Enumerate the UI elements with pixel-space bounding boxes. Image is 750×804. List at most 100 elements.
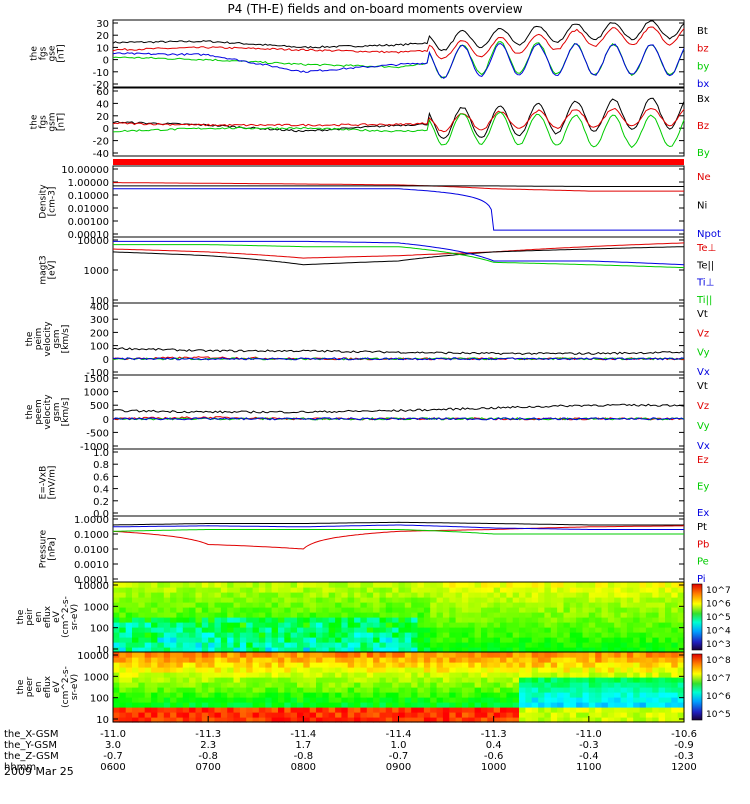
y-axis-label: fgs (39, 115, 49, 129)
y-axis-label: sr-eV) (70, 604, 80, 630)
y-tick-label: 0.1000 (74, 530, 109, 541)
legend-entry-vx: Vx (697, 367, 710, 378)
y-tick-label: -500 (86, 428, 109, 439)
legend-entry-ti: Ti|| (696, 295, 712, 306)
y-axis-label: the (16, 679, 26, 694)
y-tick-label: 0 (103, 124, 109, 135)
y-tick-label: -40 (93, 149, 109, 160)
footer-value: -0.6 (484, 751, 504, 762)
series-line-vt (112, 403, 685, 414)
y-tick-label: 10000 (77, 236, 109, 247)
footer-row-label: the_Z-GSM (4, 751, 59, 762)
legend-entry-vy: Vy (697, 421, 710, 432)
y-tick-label: 100 (90, 296, 109, 307)
legend-peem-velocity: Vt Vz Vy Vx (697, 381, 710, 452)
y-axis-label: velocity (43, 394, 53, 430)
y-tick-label: 200 (90, 328, 109, 339)
y-tick-label: 100 (90, 342, 109, 353)
footer-value: -0.4 (579, 751, 599, 762)
y-axis-label: [km/s] (61, 325, 71, 354)
footer-value: -0.3 (674, 751, 694, 762)
footer-value: 3.0 (105, 740, 121, 751)
y-axis-label: eV (52, 610, 62, 623)
y-tick-label: 0.4 (93, 485, 109, 496)
y-axis-label: eflux (43, 605, 53, 628)
series-line-npot (113, 188, 684, 231)
spectrogram-peer-eflux (113, 652, 685, 723)
legend-entry-ti: Ti⊥ (696, 278, 714, 289)
legend-entry-ey: Ey (697, 482, 709, 493)
footer-value: 1.0 (391, 740, 407, 751)
legend-entry-bz: Bz (697, 121, 709, 132)
panel-peim-velocity: 400 300 200 100 0 -100 the peim velocity gsm [km/s… (25, 302, 710, 379)
legend-entry-ne: Ne (697, 172, 711, 183)
legend-entry-pe: Pe (697, 557, 709, 568)
legend-entry-vz: Vz (697, 328, 709, 339)
y-tick-label: 30 (96, 19, 109, 30)
series-line-vt (112, 347, 685, 356)
series-line-pi (113, 524, 684, 530)
mode-bar (113, 159, 684, 165)
y-axis-label: [mV/m] (48, 466, 58, 500)
y-tick-label: 10000 (77, 581, 109, 592)
panel-efield: 1.00.80.6 0.40.20.0 E=-VxB [mV/m] Ez Ey Ex (39, 448, 710, 520)
y-axis-label: peer (25, 676, 35, 697)
series-line-ne (113, 182, 684, 192)
panel-frame (112, 302, 685, 376)
footer-value: -11.0 (100, 729, 126, 740)
y-tick-label: 300 (90, 315, 109, 326)
footer-value: -0.8 (198, 751, 218, 762)
y-tick-label: 0.6 (93, 472, 109, 483)
legend-temperature: Te⊥ Te|| Ti⊥ Ti|| (696, 243, 716, 306)
legend-entry-ni: Ni (697, 201, 707, 212)
y-axis-label: fgs (39, 46, 49, 60)
date-label: 2009 Mar 25 (4, 765, 74, 778)
legend-entry-te: Te⊥ (696, 243, 716, 254)
series-line-te (112, 242, 685, 259)
y-axis-label: [eV] (48, 261, 58, 280)
series-line-bz (112, 26, 685, 60)
footer-value: -11.0 (576, 729, 602, 740)
footer-value: -0.7 (103, 751, 123, 762)
legend-entry-vt: Vt (697, 381, 708, 392)
colorbar-label: 10^7 (706, 674, 731, 684)
colorbar-label: 10^6 (706, 692, 731, 702)
y-axis-label: gsm (52, 402, 62, 421)
legend-entry-bz: bz (697, 44, 709, 55)
footer-value: -11.4 (386, 729, 412, 740)
y-tick-label: -10 (93, 68, 109, 79)
y-tick-label: 1500 (84, 374, 109, 385)
footer-value: 2.3 (200, 740, 216, 751)
y-tick-label: 0.00010 (68, 230, 109, 241)
y-axis-label: (cm^2-s- (61, 596, 71, 638)
y-axis-label: [nT] (57, 113, 67, 131)
y-tick-label: 1.0 (93, 448, 109, 459)
footer-value: -0.7 (389, 751, 409, 762)
series-line-te (112, 246, 684, 266)
legend-entry-by: by (697, 61, 709, 72)
panel-peem-velocity: 1500 1000 500 0 -500 -1000 the peem velocity gsm[… (25, 374, 710, 453)
y-axis-label: [cm-3] (48, 187, 58, 217)
y-axis-label: eflux (43, 675, 53, 698)
legend-entry-npot: Npot (697, 229, 721, 240)
footer-value: 0.4 (486, 740, 502, 751)
y-axis-label: E=-VxB (39, 466, 49, 500)
y-tick-label: 0.0100 (74, 545, 109, 556)
y-axis-label: [km/s] (61, 398, 71, 427)
colorbar-label: 10^8 (706, 656, 731, 666)
legend-pressure: Pt Pb Pe Pi (697, 522, 709, 585)
y-tick-label: -1000 (80, 442, 109, 453)
y-tick-label: 1.0000 (74, 515, 109, 526)
y-axis-label: en (34, 681, 44, 692)
legend-efield: Ez Ey Ex (697, 455, 709, 519)
y-axis-label: en (34, 611, 44, 622)
footer-value: 0600 (100, 762, 125, 773)
y-axis-label: (cm^2-s- (61, 666, 71, 708)
y-tick-label: 10000 (77, 651, 109, 662)
y-tick-label: 100 (90, 624, 109, 635)
panel-temperature: 10000 1000 100 magt3 [eV] Te⊥ Te|| Ti⊥ Ti|| (39, 236, 717, 307)
y-axis-label: Pressure (39, 529, 49, 568)
y-axis-label: peim (34, 328, 44, 351)
